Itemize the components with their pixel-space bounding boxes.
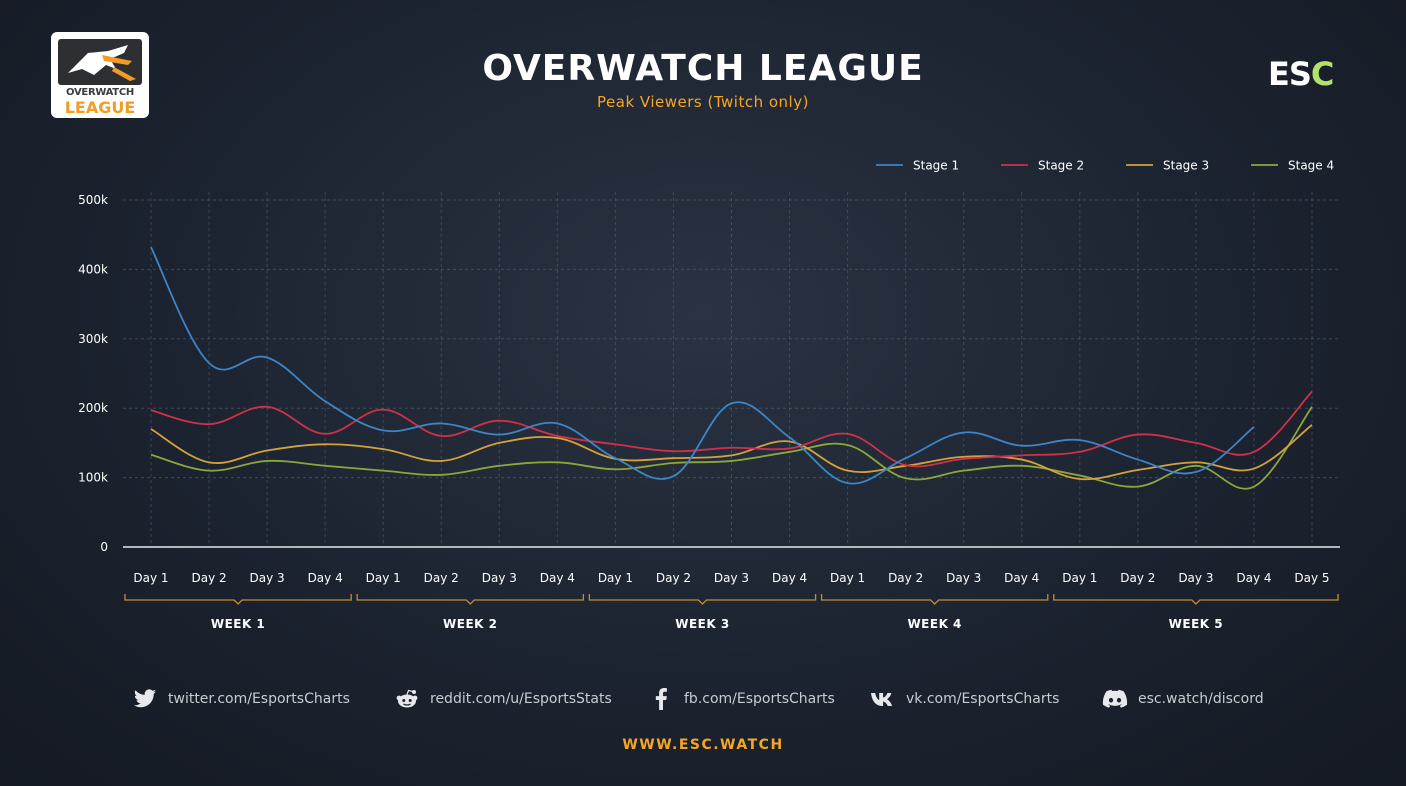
week-label: WEEK 4 [907,617,961,631]
facebook-icon [648,688,674,710]
x-tick-label: Day 3 [482,571,517,585]
week-bracket [124,594,352,605]
week-label: WEEK 2 [443,617,497,631]
social-twitter-label: twitter.com/EsportsCharts [168,691,350,707]
y-tick-label: 300k [78,332,108,346]
esc-brand-c-letter: C [1310,55,1335,93]
week-bracket [588,594,817,605]
y-tick-label: 400k [78,262,108,276]
legend-label: Stage 2 [1038,159,1084,173]
x-tick-label: Day 1 [598,571,633,585]
legend-label: Stage 3 [1163,159,1209,173]
x-tick-label: Day 3 [714,571,749,585]
legend-label: Stage 4 [1288,159,1334,173]
x-tick-label: Day 4 [308,571,343,585]
overwatch-emblem-icon [58,39,142,85]
week-label: WEEK 5 [1169,617,1223,631]
x-tick-label: Day 4 [1236,571,1271,585]
x-tick-label: Day 3 [1178,571,1213,585]
week-bracket [820,594,1049,605]
legend-label: Stage 1 [913,159,959,173]
reddit-icon [394,688,420,710]
x-tick-label: Day 3 [946,571,981,585]
social-reddit[interactable]: reddit.com/u/EsportsStats [394,688,612,710]
y-tick-label: 100k [78,471,108,485]
y-tick-label: 500k [78,193,108,207]
y-tick-label: 0 [100,540,108,554]
overwatch-league-logo: OVERWATCH LEAGUE [51,32,149,118]
discord-icon [1102,688,1128,710]
x-tick-label: Day 4 [772,571,807,585]
social-reddit-label: reddit.com/u/EsportsStats [430,691,612,707]
x-tick-label: Day 2 [191,571,226,585]
x-tick-label: Day 4 [1004,571,1039,585]
chart-title: OVERWATCH LEAGUE [482,48,924,89]
social-discord[interactable]: esc.watch/discord [1102,688,1264,710]
series-line-stage-3 [150,424,1313,481]
social-links: twitter.com/EsportsCharts reddit.com/u/E… [0,688,1406,712]
social-discord-label: esc.watch/discord [1138,691,1264,707]
esc-brand-text: ESC [1268,55,1335,93]
x-tick-label: Day 2 [424,571,459,585]
week-bracket [356,594,585,605]
x-tick-label: Day 4 [540,571,575,585]
line-chart: 0 100k 200k 300k 400k 500k Day 1 Day 2 Day 3 Day … [78,159,1340,631]
x-tick-label: Day 2 [656,571,691,585]
x-tick-label: Day 2 [1120,571,1155,585]
x-tick-label: Day 3 [250,571,285,585]
x-tick-label: Day 2 [888,571,923,585]
week-label: WEEK 3 [675,617,729,631]
social-vk[interactable]: vk.com/EsportsCharts [870,688,1059,710]
x-tick-label: Day 5 [1294,571,1329,585]
week-bracket [1053,594,1339,605]
x-tick-label: Day 1 [1062,571,1097,585]
social-vk-label: vk.com/EsportsCharts [906,691,1060,707]
website-label: WWW.ESC.WATCH [622,737,784,753]
chart-subtitle: Peak Viewers (Twitch only) [597,93,809,111]
esc-brand-logo: ESC [1268,55,1335,93]
social-facebook[interactable]: fb.com/EsportsCharts [648,688,835,710]
x-tick-label: Day 1 [830,571,865,585]
logo-text-league: LEAGUE [64,98,136,117]
x-tick-label: Day 1 [366,571,401,585]
social-facebook-label: fb.com/EsportsCharts [684,691,835,707]
social-twitter[interactable]: twitter.com/EsportsCharts [132,688,350,710]
vk-icon [870,688,896,710]
series-line-stage-2 [150,390,1313,468]
series-line-stage-1 [150,246,1255,485]
logo-text-overwatch: OVERWATCH [66,87,134,98]
y-tick-label: 200k [78,401,108,415]
series-line-stage-4 [150,406,1313,490]
twitter-icon [132,688,158,710]
website-link[interactable]: WWW.ESC.WATCH [0,737,1406,753]
week-label: WEEK 1 [211,617,265,631]
x-tick-label: Day 1 [133,571,168,585]
